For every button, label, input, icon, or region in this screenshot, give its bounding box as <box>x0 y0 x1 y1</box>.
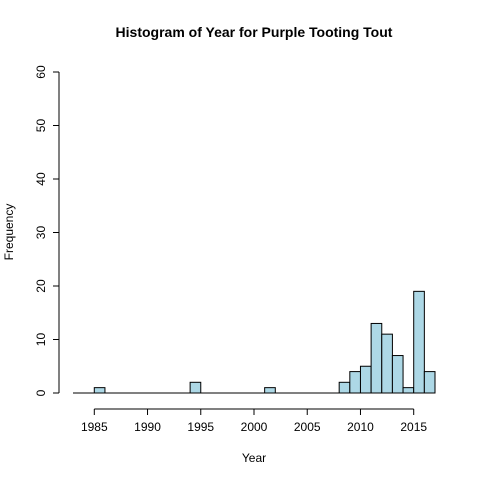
histogram-bar <box>381 333 393 394</box>
y-tick-label: 30 <box>34 226 48 240</box>
x-axis-label: Year <box>242 451 266 465</box>
bars-group <box>73 290 436 394</box>
histogram-bar <box>349 371 361 394</box>
x-tick-label: 2010 <box>347 420 374 434</box>
y-axis: 0 10 20 30 40 50 60 <box>34 65 60 396</box>
histogram-bar <box>93 387 106 394</box>
x-tick-label: 1990 <box>134 420 161 434</box>
histogram-bar <box>423 371 436 394</box>
y-tick-label: 20 <box>34 279 48 293</box>
x-tick-label: 1995 <box>187 420 214 434</box>
histogram-bar <box>413 290 425 394</box>
histogram-bar <box>359 365 372 394</box>
x-tick-label: 1985 <box>81 420 108 434</box>
y-tick-label: 50 <box>34 119 48 133</box>
y-tick-label: 60 <box>34 65 48 79</box>
x-tick-label: 2015 <box>400 420 427 434</box>
y-tick-label: 10 <box>34 333 48 347</box>
y-tick-label: 40 <box>34 172 48 186</box>
x-tick-label: 2000 <box>241 420 268 434</box>
histogram-bar <box>391 355 404 394</box>
histogram-bar <box>370 322 383 394</box>
y-axis-label: Frequency <box>2 204 16 261</box>
x-tick-label: 2005 <box>294 420 321 434</box>
histogram-bar <box>402 387 415 394</box>
chart-title: Histogram of Year for Purple Tooting Tou… <box>116 24 393 40</box>
histogram-bar <box>264 387 276 394</box>
histogram-bar <box>338 381 351 394</box>
histogram-bar <box>189 381 202 394</box>
y-tick-label: 0 <box>34 389 48 396</box>
x-axis: 1985 1990 1995 2000 2005 2010 2015 <box>81 408 427 434</box>
